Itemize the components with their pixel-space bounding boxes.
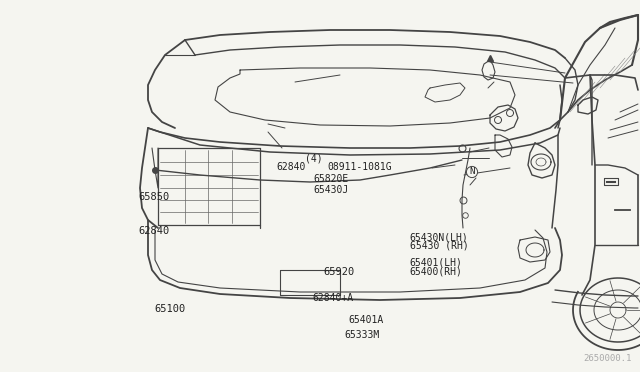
Text: 65401A: 65401A — [348, 315, 384, 325]
Text: 65430J: 65430J — [314, 185, 349, 195]
Text: 65920: 65920 — [324, 267, 355, 276]
Text: 08911-1081G: 08911-1081G — [328, 163, 392, 172]
Text: 65100: 65100 — [154, 304, 186, 314]
Text: 2650000.1: 2650000.1 — [584, 354, 632, 363]
Text: 65430N(LH): 65430N(LH) — [410, 232, 468, 242]
Text: 65430 (RH): 65430 (RH) — [410, 241, 468, 250]
Text: 62840: 62840 — [276, 163, 306, 172]
Text: (4): (4) — [305, 153, 323, 163]
Text: 65400(RH): 65400(RH) — [410, 267, 463, 276]
Text: 65401(LH): 65401(LH) — [410, 257, 463, 267]
Text: 65850: 65850 — [138, 192, 170, 202]
Text: 62840: 62840 — [138, 226, 170, 235]
Text: 65820E: 65820E — [314, 174, 349, 183]
Text: 65333M: 65333M — [344, 330, 380, 340]
Text: N: N — [469, 167, 475, 176]
Text: 62840+A: 62840+A — [312, 293, 353, 302]
